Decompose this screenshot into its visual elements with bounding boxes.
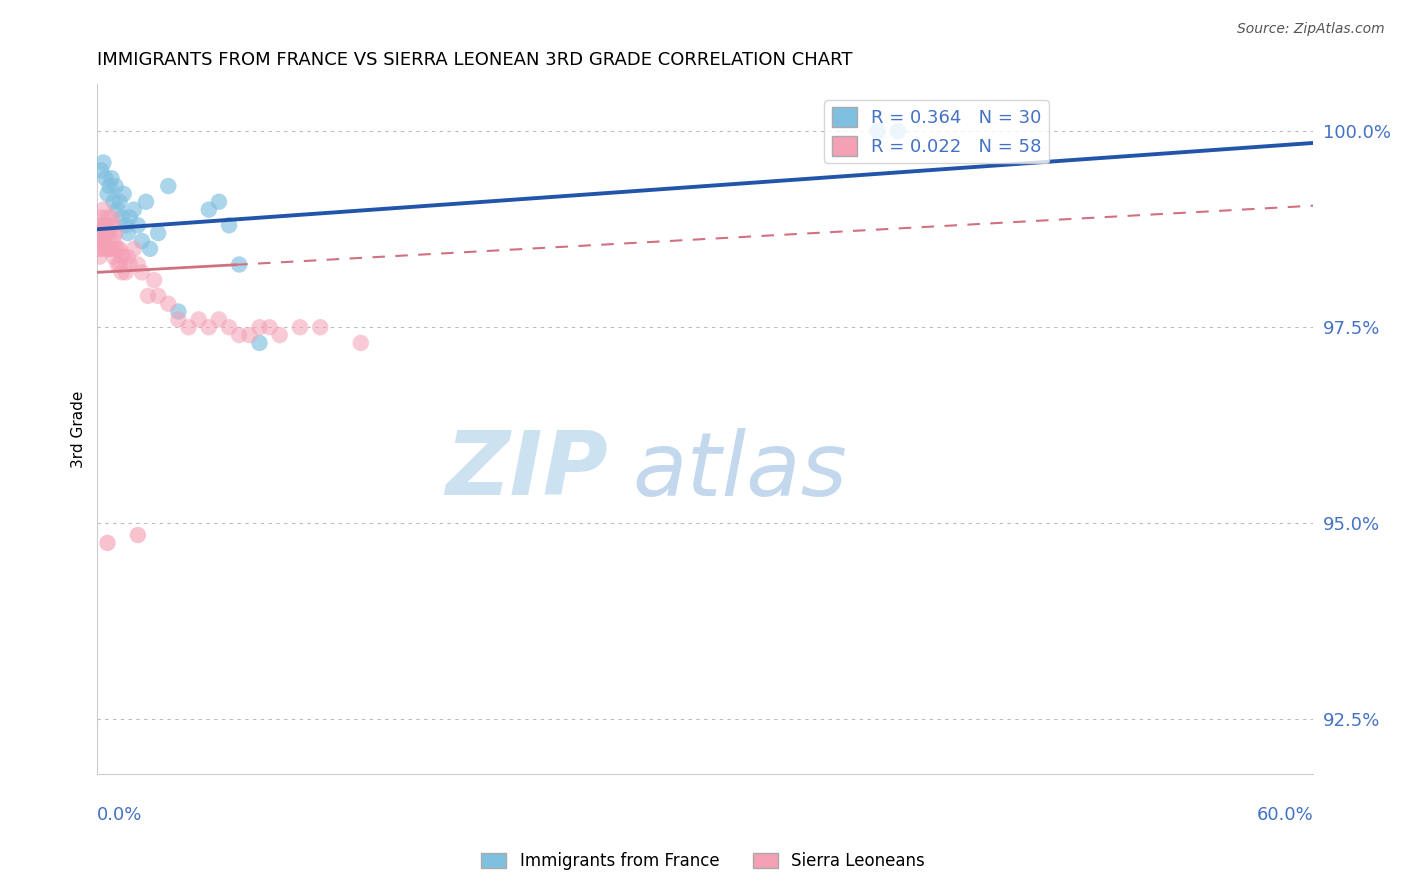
Point xyxy=(157,296,180,310)
Point xyxy=(218,320,240,334)
Point xyxy=(117,226,139,240)
Point xyxy=(103,234,125,248)
Point xyxy=(103,219,125,233)
Text: 0.0%: 0.0% xyxy=(97,805,143,823)
Point xyxy=(94,226,117,240)
Point xyxy=(89,250,111,264)
Point xyxy=(94,219,117,233)
Point xyxy=(96,536,118,550)
Point xyxy=(288,320,311,334)
Point xyxy=(90,211,112,225)
Point xyxy=(118,211,141,225)
Point xyxy=(90,163,112,178)
Point xyxy=(104,226,127,240)
Point xyxy=(167,304,190,318)
Point xyxy=(143,273,166,287)
Point xyxy=(198,320,221,334)
Point xyxy=(90,242,112,256)
Legend: Immigrants from France, Sierra Leoneans: Immigrants from France, Sierra Leoneans xyxy=(475,846,931,877)
Point xyxy=(198,202,221,217)
Text: IMMIGRANTS FROM FRANCE VS SIERRA LEONEAN 3RD GRADE CORRELATION CHART: IMMIGRANTS FROM FRANCE VS SIERRA LEONEAN… xyxy=(97,51,853,69)
Point xyxy=(96,242,118,256)
Point xyxy=(108,258,131,272)
Point xyxy=(127,258,149,272)
Point xyxy=(228,258,250,272)
Point xyxy=(93,202,115,217)
Point xyxy=(96,226,118,240)
Point xyxy=(98,242,121,256)
Point xyxy=(93,234,115,248)
Point xyxy=(104,179,127,194)
Point xyxy=(208,194,231,209)
Point xyxy=(93,155,115,169)
Point xyxy=(114,219,136,233)
Point xyxy=(98,219,121,233)
Point xyxy=(107,258,129,272)
Point xyxy=(309,320,332,334)
Point xyxy=(127,219,149,233)
Point xyxy=(108,194,131,209)
Point xyxy=(94,242,117,256)
Point xyxy=(103,194,125,209)
Text: 60.0%: 60.0% xyxy=(1257,805,1313,823)
Point xyxy=(127,528,149,542)
Legend: R = 0.364   N = 30, R = 0.022   N = 58: R = 0.364 N = 30, R = 0.022 N = 58 xyxy=(824,100,1049,163)
Point xyxy=(112,250,135,264)
Point xyxy=(269,328,291,343)
Point xyxy=(111,211,134,225)
Point xyxy=(177,320,200,334)
Point xyxy=(228,328,250,343)
Point xyxy=(98,179,121,194)
Point xyxy=(887,124,910,138)
Text: atlas: atlas xyxy=(633,427,848,514)
Point xyxy=(122,202,145,217)
Point xyxy=(89,219,111,233)
Point xyxy=(218,219,240,233)
Point xyxy=(94,171,117,186)
Point xyxy=(136,289,159,303)
Point xyxy=(167,312,190,326)
Point xyxy=(117,250,139,264)
Point xyxy=(93,219,115,233)
Point xyxy=(122,242,145,256)
Point xyxy=(107,242,129,256)
Point xyxy=(146,226,169,240)
Point xyxy=(104,242,127,256)
Point xyxy=(96,211,118,225)
Point xyxy=(249,335,271,350)
Point xyxy=(249,320,271,334)
Point xyxy=(135,194,157,209)
Point xyxy=(114,265,136,279)
Point xyxy=(131,234,153,248)
Point xyxy=(107,202,129,217)
Point xyxy=(157,179,180,194)
Point xyxy=(96,186,118,201)
Point xyxy=(112,186,135,201)
Point xyxy=(89,242,111,256)
Point xyxy=(89,226,111,240)
Point xyxy=(100,242,122,256)
Point xyxy=(350,335,373,350)
Point xyxy=(866,124,889,138)
Text: ZIP: ZIP xyxy=(446,427,607,514)
Point xyxy=(100,226,122,240)
Point xyxy=(118,258,141,272)
Point xyxy=(100,171,122,186)
Point xyxy=(259,320,281,334)
Y-axis label: 3rd Grade: 3rd Grade xyxy=(72,391,86,468)
Point xyxy=(146,289,169,303)
Point xyxy=(100,211,122,225)
Point xyxy=(111,250,134,264)
Point xyxy=(90,226,112,240)
Text: Source: ZipAtlas.com: Source: ZipAtlas.com xyxy=(1237,22,1385,37)
Point xyxy=(238,328,260,343)
Point xyxy=(131,265,153,279)
Point xyxy=(187,312,209,326)
Point xyxy=(139,242,162,256)
Point xyxy=(208,312,231,326)
Point xyxy=(103,250,125,264)
Point xyxy=(90,234,112,248)
Point xyxy=(111,265,134,279)
Point xyxy=(108,242,131,256)
